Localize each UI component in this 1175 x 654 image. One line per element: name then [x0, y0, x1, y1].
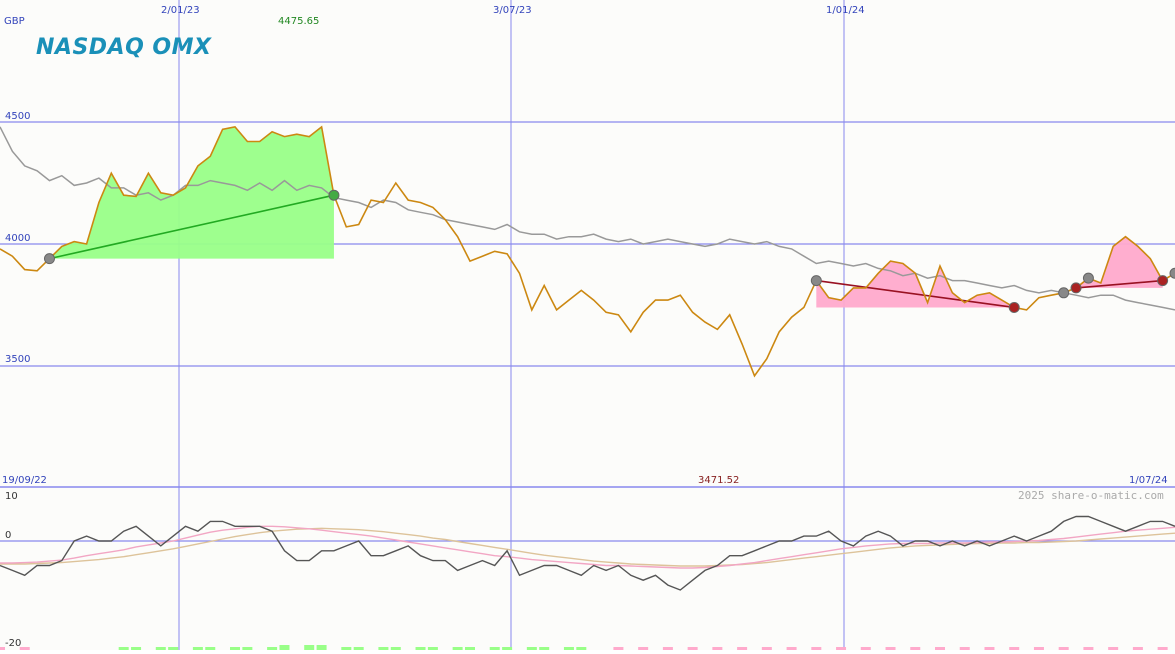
credit-label: 2025 share-o-matic.com — [1018, 489, 1164, 502]
volume-bar — [836, 647, 847, 650]
volume-bar — [378, 647, 389, 650]
start-date-label: 19/09/22 — [2, 475, 47, 486]
volume-bar — [935, 647, 945, 650]
volume-bar — [786, 647, 797, 650]
trend-start-marker-4 — [1082, 272, 1094, 284]
price-series-line — [0, 125, 1175, 378]
osc-tick-label-10: 10 — [5, 491, 18, 502]
volume-bar — [1083, 647, 1094, 650]
trend-end-marker-3 — [1070, 282, 1082, 294]
volume-bar — [811, 647, 822, 650]
uptrend-1-fill — [49, 126, 334, 259]
x-tick-label-0: 2/01/23 — [161, 5, 200, 16]
volume-bar — [1132, 647, 1143, 650]
volume-bar — [267, 647, 278, 650]
volume-bar — [452, 647, 463, 650]
trend-end-marker-2 — [1008, 301, 1020, 313]
x-tick-label-2: 1/01/24 — [826, 5, 865, 16]
volume-bar — [1058, 647, 1069, 650]
volume-bar — [242, 647, 253, 650]
volume-bar — [1033, 647, 1044, 650]
volume-bar — [984, 647, 995, 650]
min-value-label: 3471.52 — [698, 475, 739, 486]
volume-bar — [341, 647, 352, 650]
x-tick-label-1: 3/07/23 — [493, 5, 532, 16]
volume-bar — [304, 645, 315, 650]
volume-bar — [563, 647, 574, 650]
volume-bar — [489, 647, 500, 650]
volume-bar — [662, 647, 673, 650]
volume-bar — [737, 647, 748, 650]
volume-bar — [761, 647, 772, 650]
volume-bar — [712, 647, 723, 650]
volume-bar — [118, 647, 129, 650]
volume-bar — [959, 647, 970, 650]
volume-bars-layer — [0, 645, 1168, 650]
uptrend-1-trendline — [49, 194, 335, 260]
volume-bar — [0, 647, 5, 650]
volume-bar — [613, 647, 624, 650]
volume-bar — [415, 647, 426, 650]
volume-bar — [910, 647, 921, 650]
oscillator-layer — [0, 515, 1175, 591]
volume-bar — [427, 647, 438, 650]
volume-bar — [316, 645, 327, 650]
volume-bar — [1157, 647, 1168, 650]
index-series-line — [0, 126, 1175, 311]
volume-bar — [638, 647, 649, 650]
downtrend-2-trendline — [1075, 279, 1163, 289]
osc-tick-label-minus20: -20 — [5, 638, 21, 649]
end-date-label: 1/07/24 — [1129, 475, 1168, 486]
max-value-label: 4475.65 — [278, 16, 319, 27]
volume-bar — [19, 647, 30, 650]
volume-bar — [502, 647, 513, 650]
trend-end-marker-4 — [1157, 275, 1169, 287]
volume-bar — [205, 647, 216, 650]
volume-bar — [192, 647, 203, 650]
oscillator-line — [0, 515, 1175, 591]
volume-bar — [526, 647, 537, 650]
volume-bar — [155, 647, 166, 650]
volume-bar — [230, 647, 240, 650]
trend-end-marker-1 — [328, 189, 340, 201]
volume-bar — [279, 645, 290, 650]
volume-bar — [390, 647, 401, 650]
nasdaq-omx-logo: NASDAQ OMX — [36, 35, 212, 60]
marker-layer — [43, 189, 1175, 313]
downtrend-1-trendline — [816, 279, 1015, 309]
volume-bar — [1108, 647, 1119, 650]
downtrend-1-fill — [816, 261, 1015, 308]
volume-bar — [576, 647, 587, 650]
oscillator-slow-line — [0, 527, 1175, 567]
volume-bar — [465, 647, 475, 650]
trend-start-marker-1 — [43, 253, 55, 265]
volume-bar — [539, 647, 550, 650]
volume-bar — [687, 647, 698, 650]
osc-tick-label-0: 0 — [5, 530, 11, 541]
lower-panel-bg — [0, 487, 1175, 650]
volume-bar — [353, 647, 364, 650]
volume-bar — [1009, 647, 1020, 650]
volume-bar — [885, 647, 896, 650]
trend-start-marker-2 — [810, 275, 822, 287]
series-layer — [0, 125, 1175, 378]
volume-bar — [168, 647, 179, 650]
trend-start-marker-5 — [1169, 267, 1175, 279]
y-tick-label-4500: 4500 — [5, 111, 30, 122]
y-tick-label-3500: 3500 — [5, 354, 30, 365]
volume-bar — [860, 647, 871, 650]
y-tick-label-4000: 4000 — [5, 233, 30, 244]
trend-start-marker-3 — [1058, 287, 1070, 299]
volume-bar — [131, 647, 142, 650]
currency-label: GBP — [4, 16, 25, 27]
